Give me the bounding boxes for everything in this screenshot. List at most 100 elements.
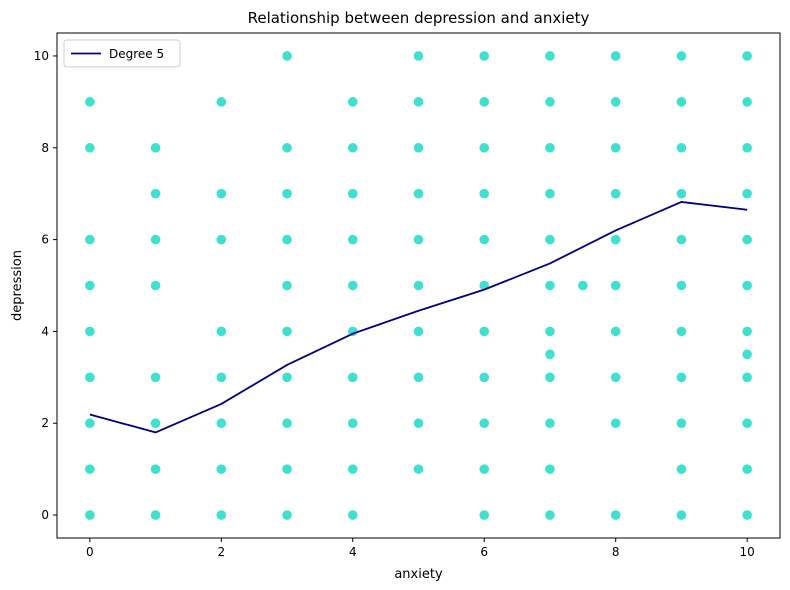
scatter-point bbox=[676, 280, 687, 291]
scatter-point bbox=[150, 234, 161, 245]
scatter-point bbox=[347, 280, 358, 291]
scatter-point bbox=[347, 464, 358, 474]
scatter-point bbox=[413, 464, 424, 474]
scatter-point bbox=[545, 510, 555, 520]
scatter-point bbox=[347, 372, 358, 383]
scatter-point bbox=[545, 234, 555, 245]
scatter-point bbox=[282, 372, 292, 383]
x-axis-ticks: 0 2 4 6 8 10 bbox=[86, 538, 755, 559]
y-tick-label: 2 bbox=[41, 416, 49, 430]
scatter-point bbox=[545, 326, 555, 337]
scatter-point bbox=[479, 51, 490, 61]
scatter-point bbox=[610, 280, 621, 291]
scatter-point bbox=[742, 372, 752, 383]
scatter-point bbox=[742, 142, 752, 153]
scatter-point bbox=[413, 97, 424, 107]
scatter-point bbox=[413, 418, 424, 429]
scatter-point bbox=[545, 372, 555, 383]
x-tick-label: 8 bbox=[612, 545, 620, 559]
y-tick-label: 4 bbox=[41, 324, 49, 338]
y-tick-label: 8 bbox=[41, 141, 49, 155]
scatter-point bbox=[413, 234, 424, 245]
scatter-point bbox=[150, 188, 161, 199]
scatter-point bbox=[282, 234, 292, 245]
scatter-point bbox=[413, 142, 424, 153]
scatter-point bbox=[347, 234, 358, 245]
scatter-point bbox=[742, 97, 752, 107]
scatter-point bbox=[479, 188, 490, 199]
y-tick-label: 0 bbox=[41, 508, 49, 522]
scatter-point bbox=[545, 142, 555, 153]
x-tick-label: 6 bbox=[480, 545, 488, 559]
scatter-point bbox=[150, 510, 161, 520]
scatter-point bbox=[413, 326, 424, 337]
scatter-point bbox=[413, 280, 424, 291]
y-tick-label: 6 bbox=[41, 233, 49, 247]
scatter-point bbox=[347, 418, 358, 429]
scatter-point bbox=[347, 97, 358, 107]
fit-line-layer bbox=[89, 201, 748, 434]
y-tick-label: 10 bbox=[34, 49, 49, 63]
scatter-point bbox=[282, 51, 292, 61]
scatter-point bbox=[282, 510, 292, 520]
scatter-point bbox=[742, 234, 752, 245]
scatter-point bbox=[610, 188, 621, 199]
scatter-point bbox=[742, 464, 752, 474]
scatter-point bbox=[742, 418, 752, 429]
scatter-point bbox=[610, 51, 621, 61]
series-line-degree-5 bbox=[89, 201, 748, 434]
scatter-point bbox=[216, 372, 227, 383]
scatter-point bbox=[216, 326, 227, 337]
legend-box bbox=[63, 39, 181, 68]
scatter-point bbox=[85, 464, 95, 474]
scatter-point bbox=[676, 464, 687, 474]
y-axis-label: depression bbox=[10, 250, 25, 321]
scatter-point bbox=[85, 280, 95, 291]
scatter-point bbox=[413, 51, 424, 61]
scatter-point bbox=[479, 234, 490, 245]
scatter-point bbox=[676, 234, 687, 245]
scatter-point bbox=[545, 188, 555, 199]
scatter-point bbox=[545, 418, 555, 429]
scatter-point bbox=[610, 97, 621, 107]
x-tick-label: 4 bbox=[349, 545, 357, 559]
scatter-point bbox=[413, 188, 424, 199]
scatter-point bbox=[85, 234, 95, 245]
legend: Degree 5 bbox=[63, 39, 181, 68]
scatter-point bbox=[578, 280, 588, 291]
scatter-point bbox=[676, 510, 687, 520]
scatter-point bbox=[676, 326, 687, 337]
scatter-point bbox=[742, 349, 752, 360]
scatter-point bbox=[150, 464, 161, 474]
scatter-point bbox=[85, 372, 95, 383]
scatter-point bbox=[676, 51, 687, 61]
scatter-point bbox=[742, 510, 752, 520]
scatter-point bbox=[347, 510, 358, 520]
scatter-point bbox=[742, 51, 752, 61]
scatter-point bbox=[545, 97, 555, 107]
scatter-point bbox=[610, 372, 621, 383]
scatter-point bbox=[676, 97, 687, 107]
scatter-point bbox=[216, 418, 227, 429]
scatter-point bbox=[85, 510, 95, 520]
scatter-point bbox=[545, 349, 555, 360]
scatter-point bbox=[676, 418, 687, 429]
scatter-point bbox=[85, 418, 95, 429]
scatter-point bbox=[216, 234, 227, 245]
scatter-point bbox=[610, 418, 621, 429]
scatter-point bbox=[610, 326, 621, 337]
scatter-point bbox=[150, 418, 161, 429]
x-axis-label: anxiety bbox=[394, 567, 443, 582]
scatter-point bbox=[742, 280, 752, 291]
scatter-point bbox=[282, 418, 292, 429]
scatter-point bbox=[610, 510, 621, 520]
scatter-point bbox=[150, 142, 161, 153]
scatter-point bbox=[150, 280, 161, 291]
scatter-point bbox=[216, 188, 227, 199]
scatter-point bbox=[479, 418, 490, 429]
scatter-point bbox=[479, 464, 490, 474]
y-axis-ticks: 0 2 4 6 8 10 bbox=[34, 49, 57, 522]
scatter-point bbox=[216, 464, 227, 474]
scatter-point bbox=[610, 142, 621, 153]
scatter-point bbox=[85, 97, 95, 107]
